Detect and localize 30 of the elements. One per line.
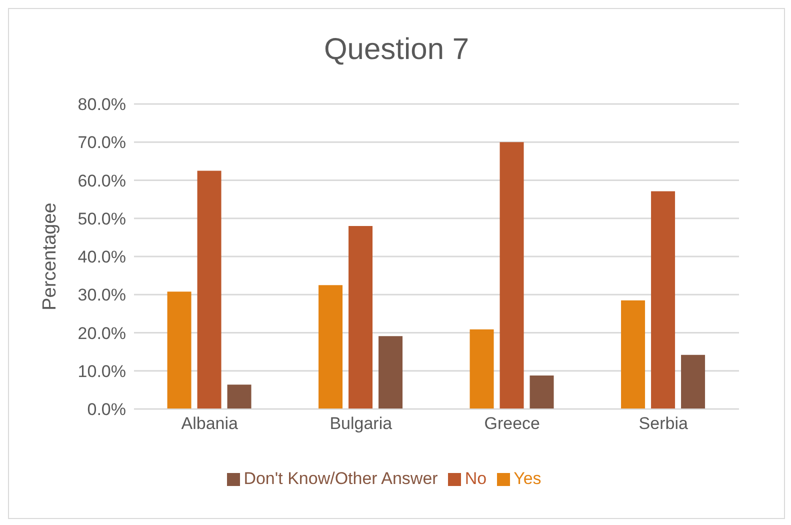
legend-label: Don't Know/Other Answer [244, 469, 438, 488]
y-tick-label: 80.0% [78, 95, 126, 114]
x-tick-label: Albania [181, 414, 239, 434]
chart-title: Question 7 [322, 33, 470, 67]
bar [167, 292, 192, 409]
bar [227, 384, 252, 409]
bar [470, 329, 494, 409]
bar [530, 375, 554, 409]
y-tick-label: 30.0% [78, 286, 126, 305]
x-tick-label: Bulgaria [330, 414, 393, 434]
bar [681, 354, 706, 409]
legend-label: No [464, 469, 487, 488]
bar [621, 300, 646, 409]
bar [378, 336, 403, 409]
x-tick-label: Serbia [638, 414, 688, 434]
bar [348, 226, 373, 409]
y-tick-label: 70.0% [78, 133, 126, 152]
y-tick-label: 50.0% [78, 209, 126, 228]
y-tick-label: 0.0% [87, 400, 126, 420]
y-tick-label: 10.0% [78, 362, 126, 381]
legend-label: Yes [514, 469, 542, 488]
y-axis-title: Percentagee [40, 202, 61, 310]
y-tick-label: 40.0% [78, 248, 126, 267]
bar [500, 142, 524, 409]
bar [197, 170, 222, 409]
x-tick-label: Greece [484, 414, 540, 434]
y-tick-label: 20.0% [78, 324, 126, 343]
bar [318, 285, 343, 409]
y-tick-label: 60.0% [78, 171, 126, 190]
bar [651, 191, 676, 409]
